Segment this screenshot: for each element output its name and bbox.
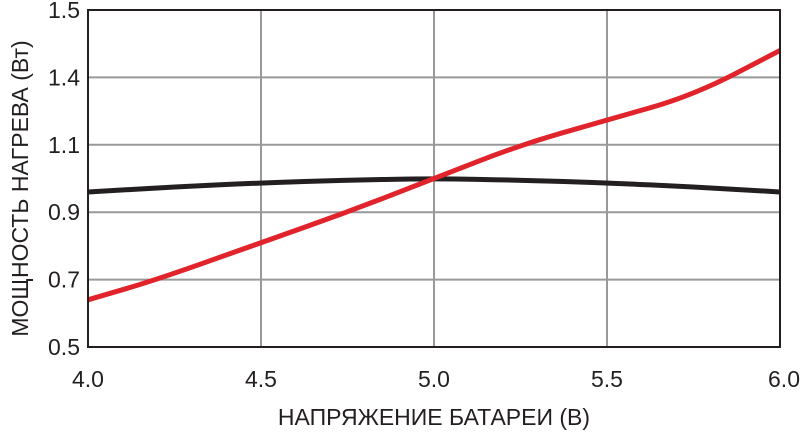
y-tick-label: 0.7 [48, 267, 80, 293]
y-tick-label: 1.4 [48, 64, 80, 90]
x-tick-label: 6.0 [768, 366, 800, 392]
x-tick-label: 5.5 [591, 366, 623, 392]
series-line-2 [87, 48, 782, 303]
y-tick-label: 1.1 [48, 132, 80, 158]
x-tick-label: 4.0 [72, 366, 104, 392]
x-axis-label: НАПРЯЖЕНИЕ БАТАРЕИ (В) [278, 404, 590, 430]
y-tick-label: 0.9 [48, 199, 80, 225]
x-tick-label: 5.0 [418, 366, 450, 392]
plot-frame [87, 9, 781, 348]
x-tick-label: 4.5 [245, 366, 277, 392]
y-tick-label: 1.5 [48, 0, 80, 23]
y-tick-labels: 0.5 0.7 0.9 1.1 1.4 1.5 [48, 0, 80, 360]
y-axis-label: МОЩНОСТЬ НАГРЕВА (Вт) [7, 40, 33, 336]
series-group [87, 48, 782, 303]
y-tick-label: 0.5 [48, 334, 80, 360]
x-tick-labels: 4.0 4.5 5.0 5.5 6.0 [72, 366, 800, 392]
